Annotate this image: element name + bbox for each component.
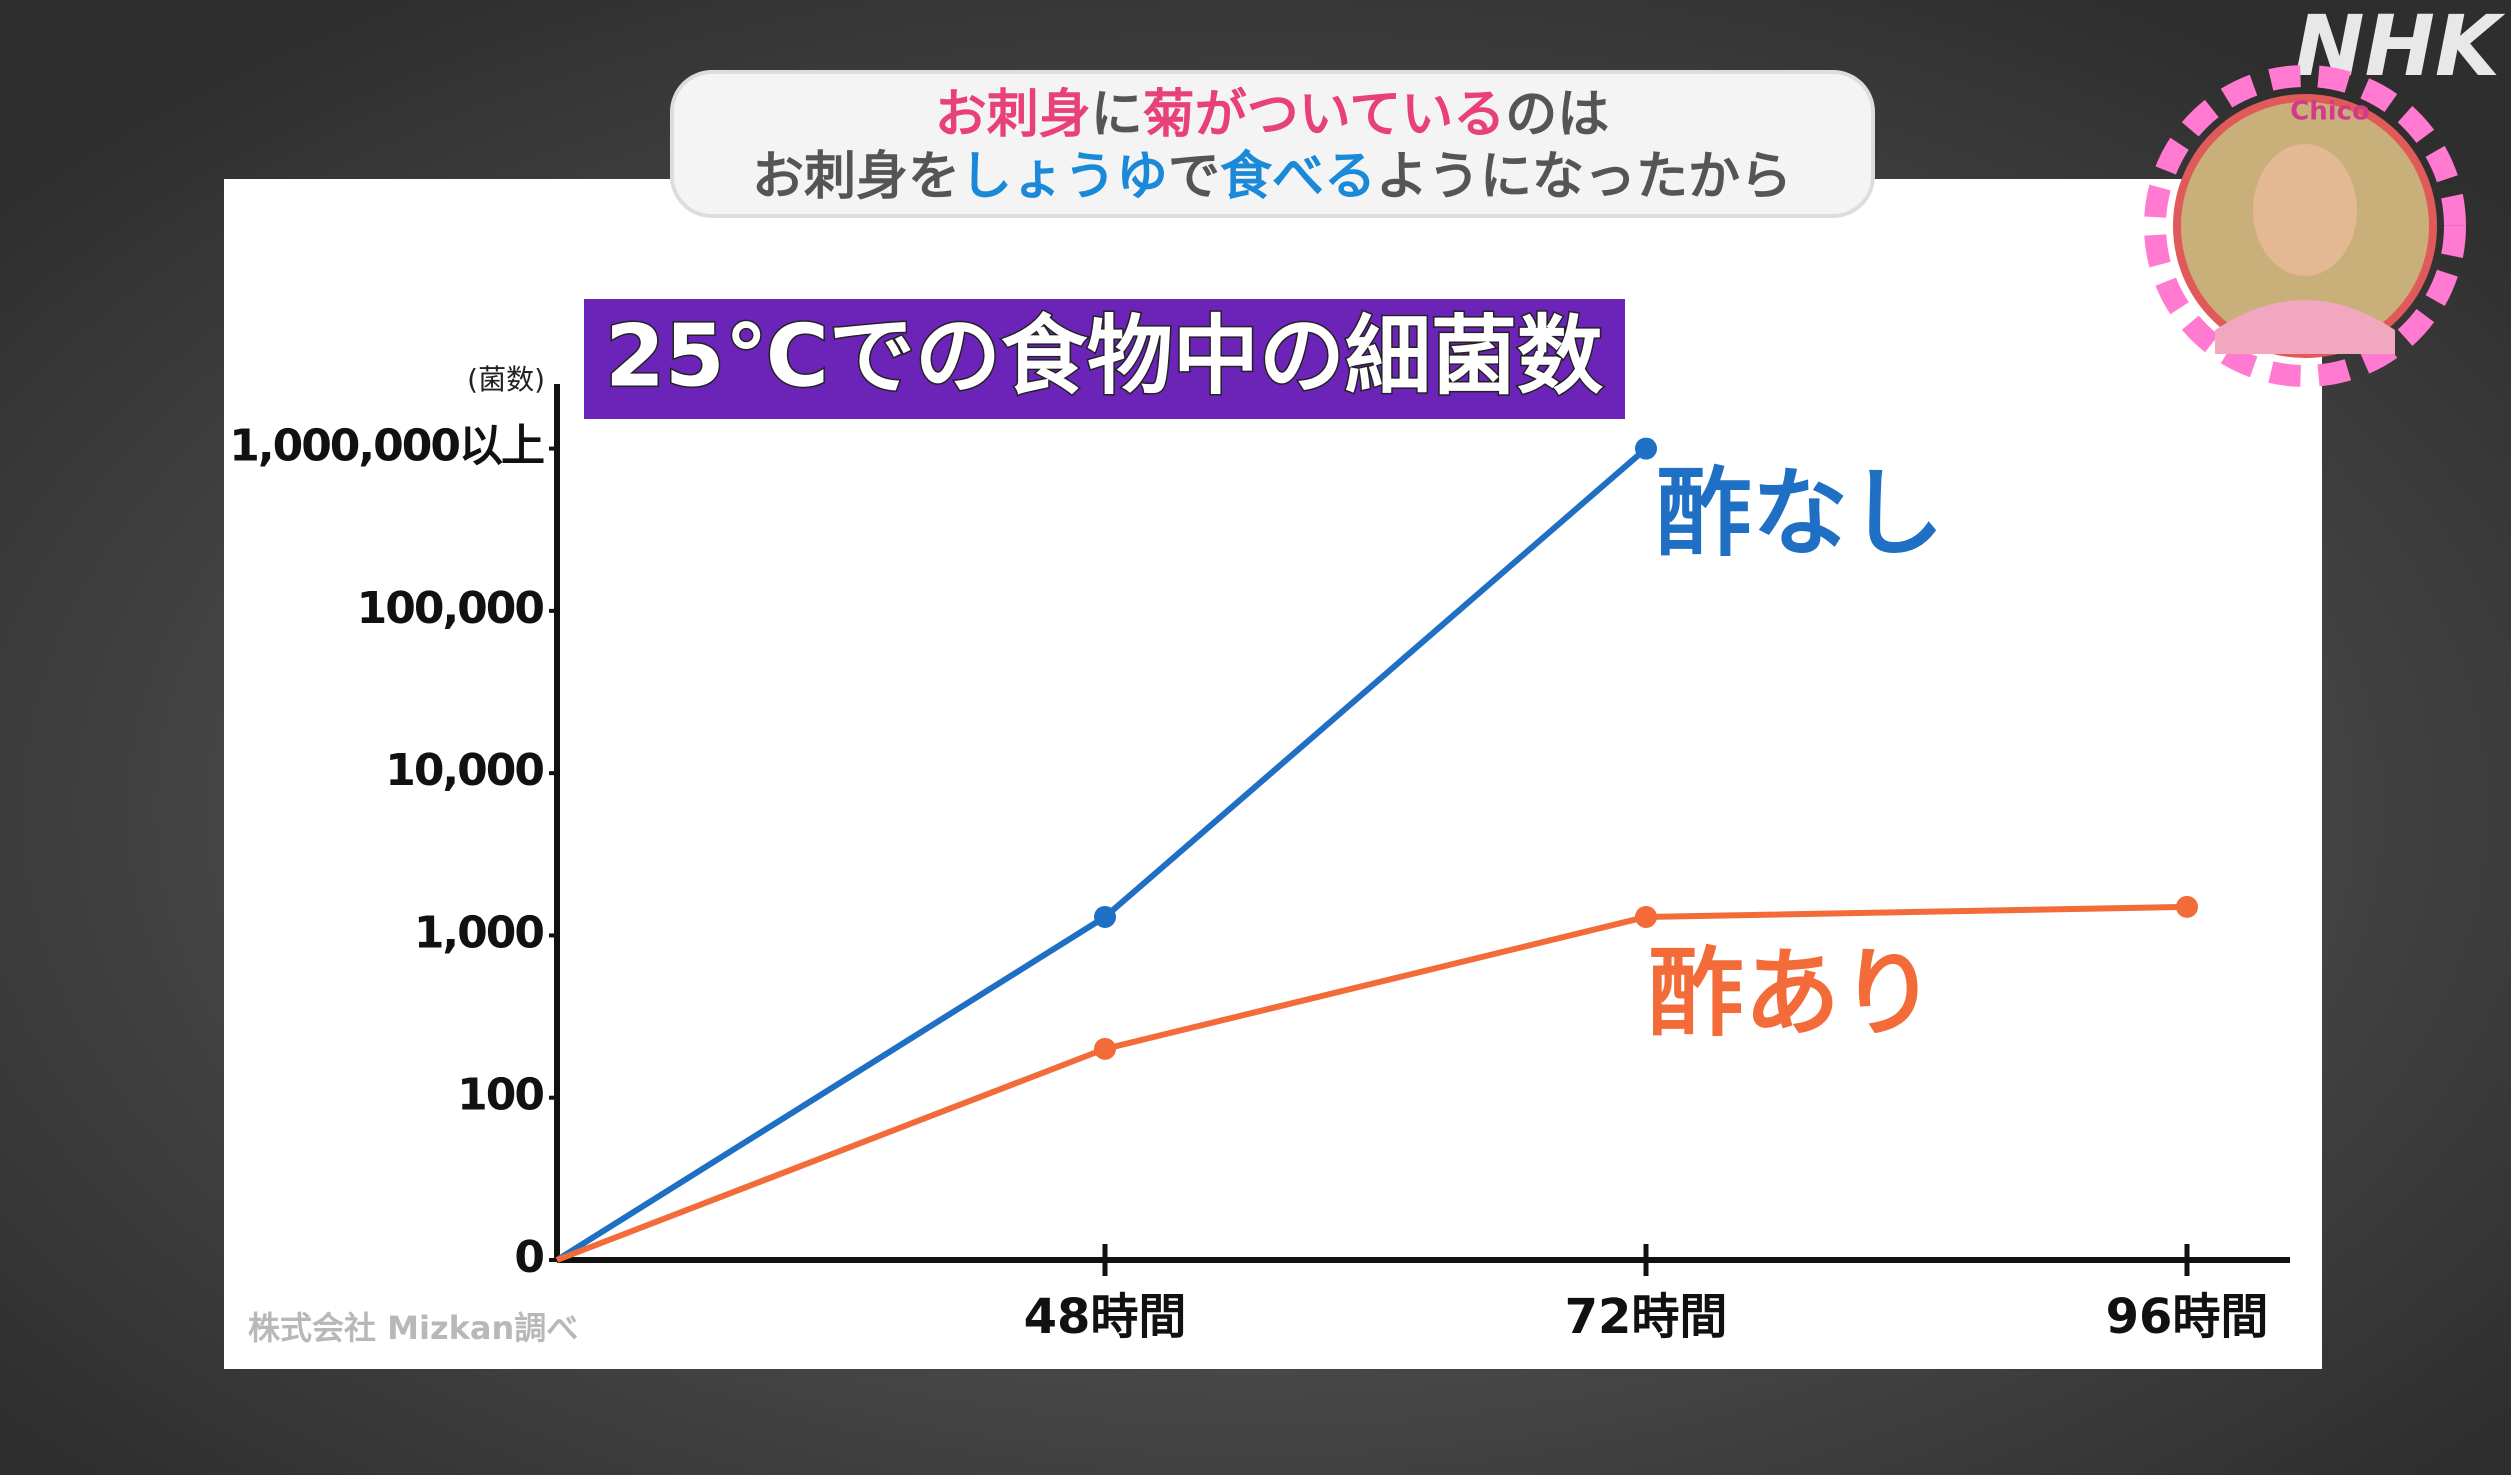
banner-segment: で: [1168, 147, 1220, 207]
series-label: 酢あり: [1648, 937, 1936, 1049]
x-tick-label: 48時間: [1024, 1289, 1187, 1345]
chart-title: 25℃での食物中の細菌数: [605, 306, 1603, 406]
y-tick-label: 0: [514, 1232, 543, 1283]
banner-segment: 食べる: [1220, 147, 1376, 207]
point: [1094, 905, 1116, 928]
point: [1635, 905, 1657, 928]
banner-segment: ついている: [1247, 85, 1505, 145]
series-line: [555, 903, 2188, 1263]
shirt: [2215, 300, 2395, 354]
banner-line: お刺身をしょうゆで食べるようになったから: [752, 147, 1792, 207]
banner-segment: が: [1195, 85, 1247, 145]
plot: 0 100 1,000 10,000 100,000 1,000,000以上 48時間 72時…: [229, 384, 2290, 1345]
y-tick-label: 100: [457, 1070, 543, 1121]
point: [2176, 895, 2198, 918]
corner-label: Chico: [2290, 97, 2370, 127]
banner-segment: に: [1091, 85, 1143, 145]
y-tick-label: 100,000: [357, 583, 544, 634]
banner-segment: お刺身: [752, 147, 908, 207]
banner-segment: のは: [1505, 85, 1609, 145]
source: 株式会社 Mizkan調べ: [248, 1309, 578, 1347]
x-tick-label: 72時間: [1565, 1289, 1728, 1345]
banner-segment: お刺身: [935, 85, 1091, 145]
banner-segment: しょうゆ: [960, 147, 1168, 207]
point: [1094, 1037, 1116, 1060]
corner-ring: [2144, 65, 2466, 387]
banner-segment: ようになったから: [1376, 147, 1792, 207]
banner-line: お刺身に菊がついているのは: [935, 85, 1610, 145]
y-tick-label: 1,000: [414, 907, 544, 958]
title-box: [584, 299, 1625, 419]
face: [2253, 144, 2357, 276]
y-tick-label: 10,000: [385, 745, 543, 796]
series-label: 酢なし: [1656, 457, 1944, 569]
y-tick-label: 1,000,000以上: [229, 421, 544, 472]
banner-segment: を: [908, 147, 960, 207]
point: [1635, 437, 1657, 460]
banner-box: [670, 70, 1875, 218]
banner-segment: 菊: [1143, 85, 1195, 145]
x-tick-label: 96時間: [2106, 1289, 2269, 1345]
y-axis-label: (菌数): [467, 363, 545, 396]
